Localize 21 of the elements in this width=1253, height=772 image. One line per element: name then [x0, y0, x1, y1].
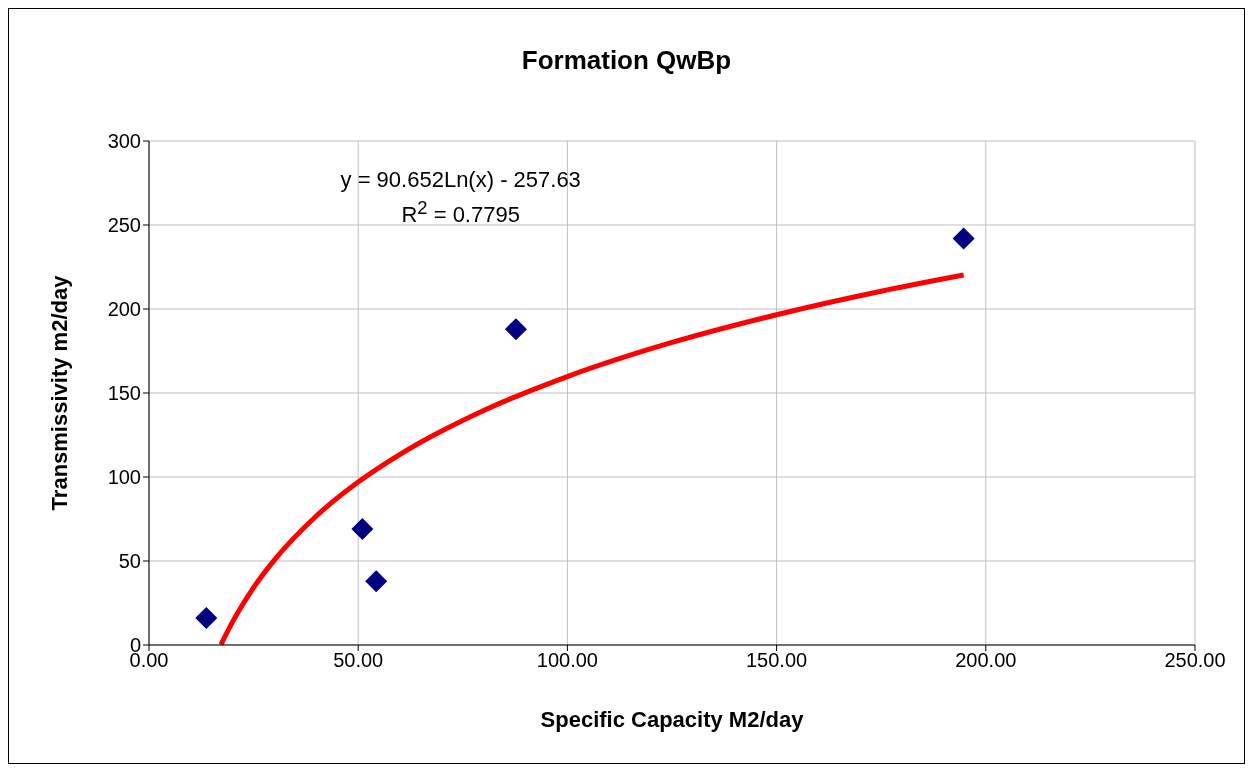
point — [504, 318, 527, 341]
x-tick-label: 150.00 — [746, 649, 808, 672]
point — [365, 570, 388, 593]
annotation: R$^{2}$ = 0.7795 — [400, 197, 521, 229]
x-tick-label: 250.00 — [1164, 649, 1226, 672]
x-axis-title: Specific Capacity M2/day — [540, 707, 805, 732]
point — [952, 227, 975, 250]
y-tick-label: 50 — [118, 550, 141, 573]
y-axis-title: Transmissivity m2/day — [46, 274, 72, 511]
point — [195, 607, 218, 630]
y-tick-label: 300 — [107, 130, 141, 153]
x-tick-label: 200.00 — [955, 649, 1017, 672]
y-tick-label: 150 — [107, 382, 141, 405]
y-tick-label: 100 — [107, 466, 141, 489]
annotation: y = 90.652Ln(x) - 257.63 — [339, 167, 582, 194]
y-tick-label: 200 — [107, 298, 141, 321]
x-tick-label: 50.00 — [333, 649, 384, 672]
y-tick-label: 250 — [107, 214, 141, 237]
x-tick-label: 100.00 — [536, 649, 598, 672]
point — [351, 518, 374, 541]
chart-title: Formation QwBp — [520, 45, 733, 76]
